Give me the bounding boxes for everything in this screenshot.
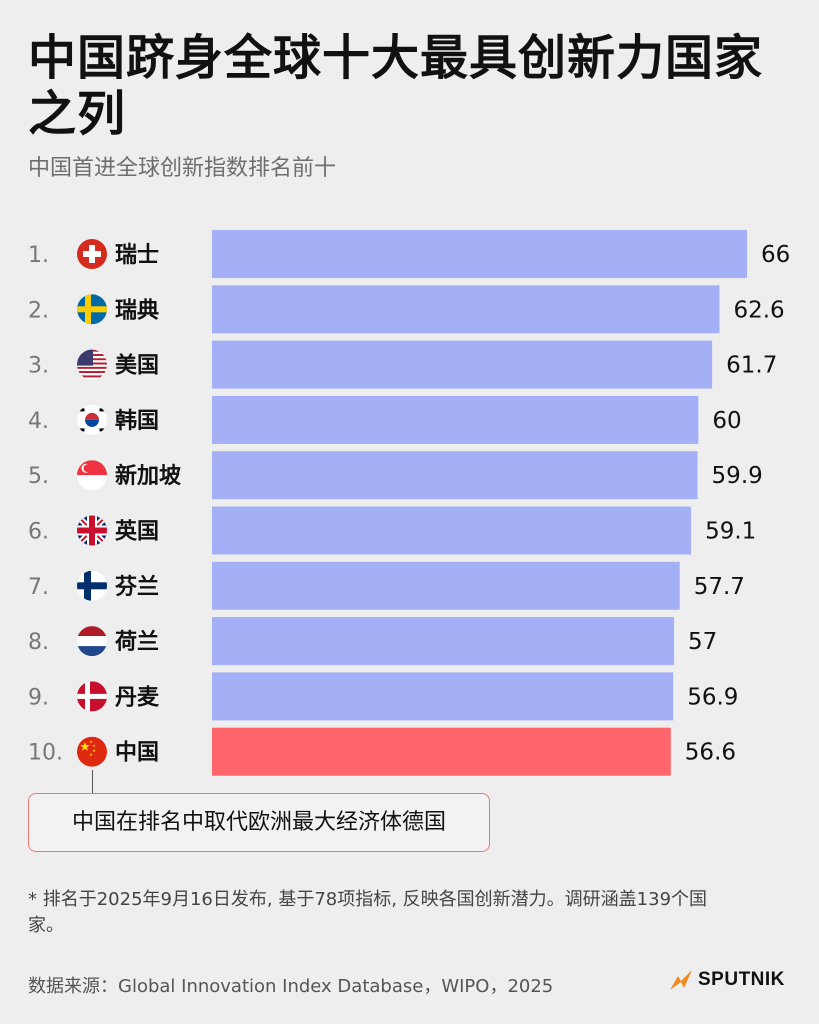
chart-row: 5. 新加坡 59.9: [28, 451, 763, 500]
value-label: 59.9: [712, 463, 763, 489]
rank-label: 1.: [28, 243, 49, 268]
chart-row: 8. 荷兰 57: [28, 617, 717, 666]
value-label: 61.7: [726, 353, 777, 379]
source-text: 数据来源：Global Innovation Index Database，WI…: [28, 976, 554, 997]
china-flag-icon: [77, 736, 107, 767]
rank-label: 6.: [28, 520, 49, 545]
footnote: * 排名于2025年9月16日发布, 基于78项指标, 反映各国创新潜力。调研涵…: [28, 889, 708, 936]
chart-row: 3. 美国 61.7: [28, 340, 777, 389]
value-label: 59.1: [705, 519, 756, 545]
rank-label: 2.: [28, 298, 49, 323]
bar: [212, 285, 720, 334]
country-label: 瑞士: [115, 243, 159, 268]
switzerland-flag-icon: [77, 239, 107, 269]
value-label: 56.9: [687, 684, 738, 710]
sputnik-logo: SPUTNIK: [668, 968, 785, 992]
value-label: 60: [712, 408, 741, 434]
usa-flag-icon: [77, 349, 107, 380]
bar: [212, 672, 674, 721]
country-label: 韩国: [115, 408, 159, 434]
sweden-flag-icon: [77, 294, 107, 325]
page-subtitle: 中国首进全球创新指数排名前十: [28, 156, 337, 181]
chart-row: 9. 丹麦 56.9: [28, 672, 738, 721]
denmark-flag-icon: [77, 681, 107, 712]
bar: [212, 230, 747, 278]
chart-row: 10. 中国 56.6: [28, 727, 736, 776]
value-label: 57: [688, 629, 717, 655]
bar: [212, 395, 699, 444]
value-label: 66: [761, 242, 790, 268]
rank-label: 10.: [28, 741, 63, 766]
finland-flag-icon: [77, 570, 107, 601]
rank-label: 4.: [28, 409, 49, 434]
country-label: 新加坡: [115, 463, 181, 489]
value-label: 62.6: [733, 297, 784, 323]
value-label: 57.7: [694, 574, 745, 600]
bar: [212, 451, 698, 500]
value-label: 56.6: [685, 740, 736, 766]
uk-flag-icon: [77, 515, 107, 546]
bar: [212, 340, 713, 389]
country-label: 英国: [115, 520, 159, 545]
chart-row: 1. 瑞士 66: [28, 230, 790, 278]
sputnik-arrow-icon: [670, 970, 692, 990]
netherlands-flag-icon: [77, 626, 107, 657]
country-label: 丹麦: [115, 684, 160, 710]
bar: [212, 727, 671, 776]
chart-row: 4. 韩国 60: [28, 395, 742, 444]
callout-connector: [92, 770, 93, 794]
rank-label: 5.: [28, 464, 49, 489]
country-label: 荷兰: [115, 629, 159, 655]
rank-label: 3.: [28, 354, 49, 379]
chart-row: 7. 芬兰 57.7: [28, 561, 745, 610]
logo-text: SPUTNIK: [698, 969, 785, 990]
south-korea-flag-icon: [77, 404, 107, 435]
bar-chart: 1. 瑞士 66 2. 瑞典 62.6 3. 美国 61.7 4. 韩国 60 5. 新加坡 59.9 6. 英…: [28, 230, 790, 776]
bar: [212, 617, 675, 666]
rank-label: 7.: [28, 575, 49, 600]
page-title: 中国跻身全球十大最具创新力国家之列: [28, 30, 764, 142]
bar: [212, 561, 680, 610]
country-label: 中国: [115, 741, 159, 766]
bar: [212, 506, 692, 555]
singapore-flag-icon: [77, 460, 107, 491]
chart-row: 6. 英国 59.1: [28, 506, 756, 555]
country-label: 美国: [115, 353, 159, 379]
country-label: 瑞典: [115, 298, 159, 323]
callout-box: 中国在排名中取代欧洲最大经济体德国: [28, 793, 490, 852]
chart-row: 2. 瑞典 62.6: [28, 285, 785, 334]
rank-label: 8.: [28, 630, 49, 655]
rank-label: 9.: [28, 685, 49, 710]
country-label: 芬兰: [114, 574, 159, 600]
